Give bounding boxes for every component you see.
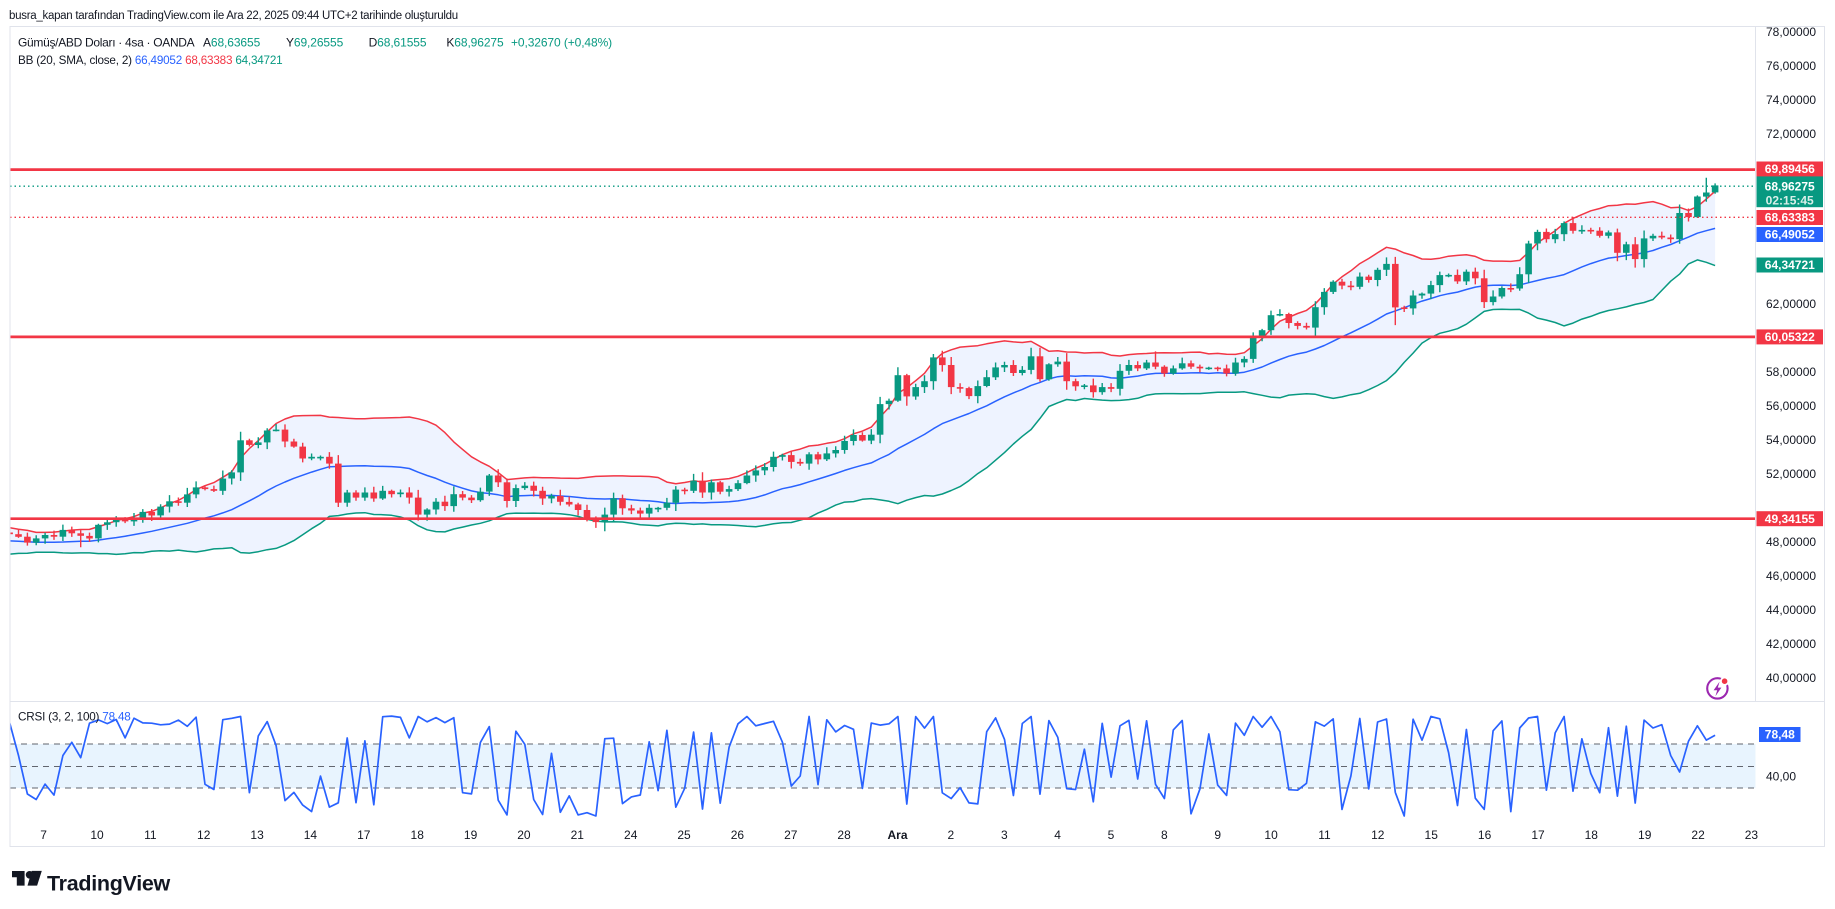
svg-text:52,00000: 52,00000: [1766, 467, 1816, 481]
svg-text:74,00000: 74,00000: [1766, 93, 1816, 107]
svg-text:48,00000: 48,00000: [1766, 535, 1816, 549]
svg-text:56,00000: 56,00000: [1766, 399, 1816, 413]
svg-text:76,00000: 76,00000: [1766, 59, 1816, 73]
svg-text:25: 25: [677, 828, 691, 842]
svg-text:4: 4: [1054, 828, 1061, 842]
svg-text:69,89456: 69,89456: [1765, 162, 1815, 176]
svg-text:78,48: 78,48: [1765, 728, 1795, 742]
svg-text:7: 7: [40, 828, 47, 842]
svg-text:BB (20, SMA, close, 2) 66,4905: BB (20, SMA, close, 2) 66,49052 68,63383…: [18, 54, 282, 67]
svg-text:28: 28: [837, 828, 851, 842]
svg-text:8: 8: [1161, 828, 1168, 842]
svg-text:14: 14: [304, 828, 318, 842]
svg-text:40,00: 40,00: [1766, 769, 1796, 783]
svg-text:K68,96275: K68,96275: [446, 36, 504, 50]
svg-text:18: 18: [1585, 828, 1599, 842]
svg-text:17: 17: [1531, 828, 1545, 842]
svg-text:46,00000: 46,00000: [1766, 569, 1816, 583]
svg-text:44,00000: 44,00000: [1766, 603, 1816, 617]
svg-text:68,96275: 68,96275: [1765, 180, 1815, 194]
svg-text:62,00000: 62,00000: [1766, 297, 1816, 311]
svg-text:9: 9: [1214, 828, 1221, 842]
svg-text:19: 19: [464, 828, 478, 842]
svg-text:58,00000: 58,00000: [1766, 365, 1816, 379]
svg-text:+0,32670 (+0,48%): +0,32670 (+0,48%): [511, 36, 612, 50]
svg-text:19: 19: [1638, 828, 1652, 842]
svg-text:16: 16: [1478, 828, 1492, 842]
svg-text:2: 2: [948, 828, 955, 842]
svg-text:11: 11: [1318, 828, 1331, 842]
svg-text:26: 26: [731, 828, 745, 842]
svg-text:22: 22: [1691, 828, 1705, 842]
svg-text:68,63383: 68,63383: [1765, 211, 1815, 225]
svg-text:12: 12: [1371, 828, 1385, 842]
svg-text:23: 23: [1745, 828, 1759, 842]
svg-text:42,00000: 42,00000: [1766, 637, 1816, 651]
svg-text:5: 5: [1108, 828, 1115, 842]
svg-text:18: 18: [411, 828, 425, 842]
svg-text:Gümüş/ABD Doları · 4sa · OANDA: Gümüş/ABD Doları · 4sa · OANDA: [18, 36, 195, 50]
svg-text:Y69,26555: Y69,26555: [286, 36, 344, 50]
svg-text:54,00000: 54,00000: [1766, 433, 1816, 447]
svg-text:12: 12: [197, 828, 211, 842]
svg-text:17: 17: [357, 828, 371, 842]
svg-text:3: 3: [1001, 828, 1008, 842]
svg-text:A68,63655: A68,63655: [203, 36, 261, 50]
svg-text:02:15:45: 02:15:45: [1766, 193, 1814, 207]
svg-text:10: 10: [1264, 828, 1278, 842]
svg-text:TradingView: TradingView: [47, 872, 171, 896]
svg-text:20: 20: [517, 828, 531, 842]
svg-text:72,00000: 72,00000: [1766, 127, 1816, 141]
svg-text:24: 24: [624, 828, 638, 842]
svg-text:10: 10: [90, 828, 104, 842]
svg-text:60,05322: 60,05322: [1765, 330, 1815, 344]
svg-text:Ara: Ara: [887, 828, 907, 842]
svg-text:40,00000: 40,00000: [1766, 671, 1816, 685]
svg-text:13: 13: [250, 828, 264, 842]
svg-text:21: 21: [571, 828, 585, 842]
svg-text:busra_kapan tarafından Trading: busra_kapan tarafından TradingView.com i…: [9, 10, 458, 22]
svg-text:11: 11: [144, 828, 157, 842]
svg-text:49,34155: 49,34155: [1765, 512, 1815, 526]
svg-text:15: 15: [1425, 828, 1439, 842]
svg-text:CRSI (3, 2, 100) 78,48: CRSI (3, 2, 100) 78,48: [18, 711, 131, 724]
svg-text:78,00000: 78,00000: [1766, 25, 1816, 39]
svg-text:66,49052: 66,49052: [1765, 228, 1815, 242]
svg-text:64,34721: 64,34721: [1765, 258, 1815, 272]
svg-text:27: 27: [784, 828, 798, 842]
svg-text:D68,61555: D68,61555: [369, 36, 427, 50]
